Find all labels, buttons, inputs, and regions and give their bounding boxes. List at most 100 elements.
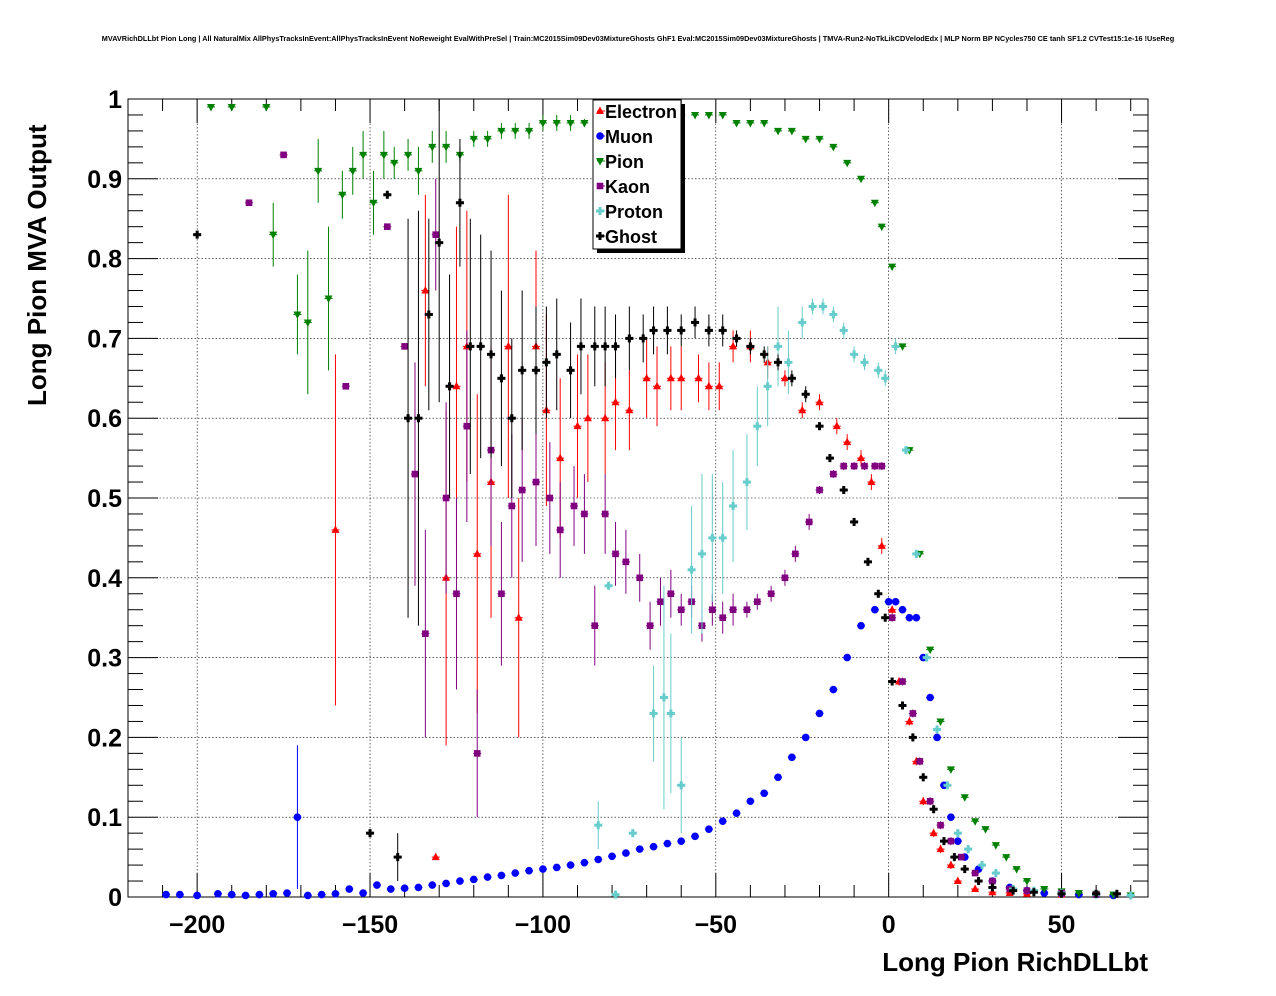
grid-lines — [128, 98, 1148, 898]
point-marker — [901, 446, 910, 455]
data-point — [583, 354, 592, 483]
point-marker — [891, 342, 900, 351]
data-point — [774, 306, 783, 387]
data-point — [832, 418, 841, 435]
data-point — [611, 890, 620, 899]
data-point — [538, 114, 547, 131]
point-marker — [808, 302, 817, 311]
data-point — [760, 346, 769, 363]
data-point — [414, 146, 423, 195]
point-marker — [435, 238, 444, 247]
point-marker — [483, 873, 492, 881]
data-point — [245, 199, 254, 207]
data-point — [611, 314, 620, 379]
point-marker — [1074, 890, 1083, 898]
data-point — [877, 223, 886, 232]
data-point — [379, 130, 388, 179]
data-point — [919, 796, 928, 806]
point-marker — [421, 286, 430, 294]
point-marker — [840, 462, 848, 470]
data-point — [390, 146, 399, 179]
point-marker — [542, 358, 551, 367]
point-marker — [709, 606, 716, 614]
point-marker — [566, 366, 575, 375]
legend-label: Ghost — [605, 227, 657, 247]
point-marker — [1029, 888, 1038, 897]
point-marker — [570, 502, 578, 510]
legend-marker — [596, 158, 604, 166]
data-point — [611, 521, 620, 586]
data-point — [940, 837, 948, 846]
data-point — [338, 170, 347, 219]
data-point — [988, 883, 997, 892]
data-point — [1057, 889, 1066, 898]
point-marker — [832, 421, 841, 430]
data-point — [414, 210, 423, 626]
point-marker — [611, 890, 620, 899]
y-tick-label: 0.6 — [87, 405, 122, 433]
legend-entry-kaon: Kaon — [596, 177, 650, 197]
point-marker — [784, 358, 793, 367]
data-point — [431, 178, 440, 291]
marker-bar-v — [994, 869, 998, 878]
data-point — [455, 877, 464, 885]
point-marker — [874, 366, 883, 375]
point-marker — [1023, 887, 1031, 894]
data-point — [708, 474, 717, 602]
marker-bar-v — [966, 845, 970, 854]
point-marker — [476, 342, 485, 351]
y-tick-label: 0.4 — [87, 565, 122, 593]
data-point — [649, 665, 658, 762]
data-point — [1112, 889, 1121, 898]
point-marker — [792, 550, 799, 558]
point-marker — [625, 334, 634, 343]
point-marker — [818, 302, 827, 311]
data-point — [532, 418, 540, 546]
data-point — [971, 884, 980, 893]
legend-marker — [596, 106, 604, 114]
data-point — [656, 577, 665, 626]
point-marker — [511, 127, 520, 136]
point-marker — [905, 613, 914, 622]
point-marker — [788, 753, 796, 762]
point-marker — [960, 794, 969, 802]
marker-bar-v — [596, 821, 600, 830]
marker-bar-v — [990, 883, 994, 892]
marker-bar-v — [894, 342, 898, 351]
point-marker — [884, 597, 893, 606]
data-point — [424, 218, 433, 411]
marker-bar-v — [828, 454, 832, 463]
data-point — [936, 844, 945, 854]
point-marker — [1012, 866, 1021, 874]
point-marker — [591, 622, 599, 629]
data-point — [469, 875, 478, 884]
point-marker — [860, 358, 869, 367]
data-point — [487, 250, 496, 459]
data-point — [933, 733, 942, 742]
point-marker — [940, 837, 948, 846]
point-marker — [715, 381, 724, 390]
data-point — [442, 879, 451, 888]
marker-bar-v — [852, 517, 856, 526]
x-tick-label: −100 — [515, 911, 571, 939]
point-marker — [815, 397, 824, 406]
point-marker — [787, 374, 796, 383]
marker-bar-v — [811, 302, 815, 311]
data-point — [317, 890, 326, 899]
point-marker — [612, 550, 619, 558]
marker-bar-v — [755, 422, 759, 431]
marker-bar-v — [925, 653, 929, 662]
point-marker — [214, 890, 222, 898]
data-point — [843, 434, 852, 451]
data-point — [442, 402, 451, 594]
data-point — [874, 589, 883, 598]
point-marker — [829, 685, 838, 694]
data-point — [863, 557, 872, 566]
x-tick-label: −50 — [695, 911, 737, 939]
data-point — [410, 362, 419, 586]
data-point — [850, 462, 859, 471]
legend: Electron Muon Pion Kaon Proton Ghost — [592, 99, 685, 253]
point-marker — [857, 175, 866, 184]
point-marker — [929, 805, 938, 814]
point-marker — [463, 422, 471, 430]
